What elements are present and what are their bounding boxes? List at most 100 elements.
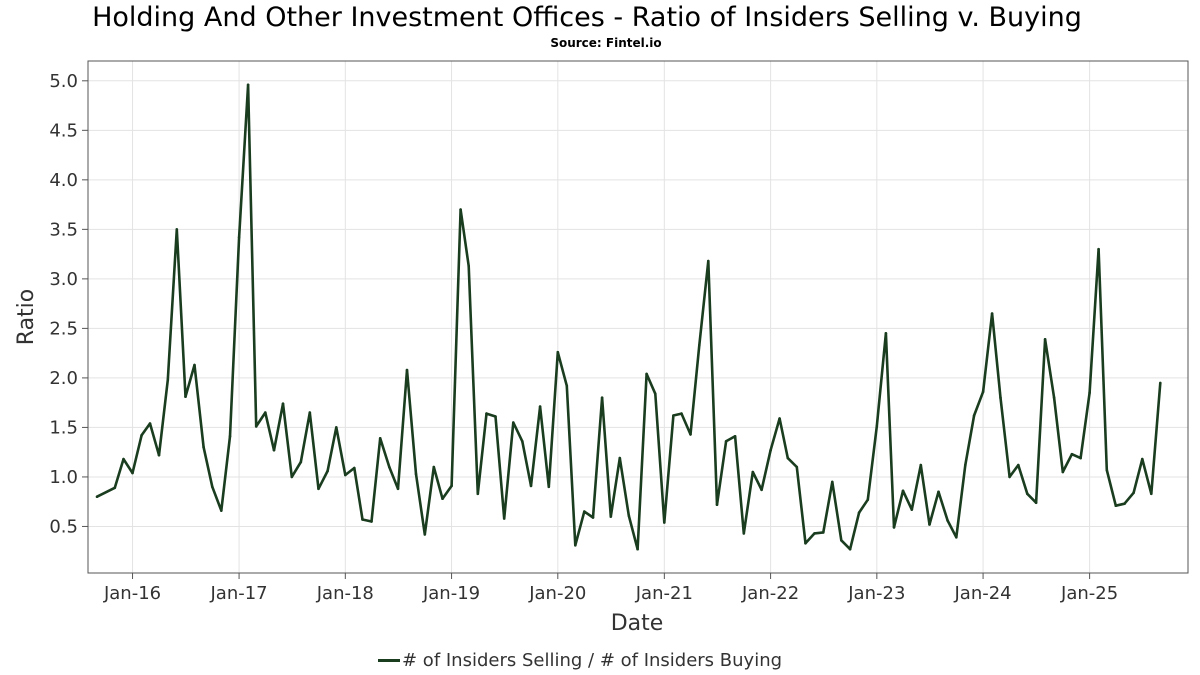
series-lines: [95, 83, 1162, 551]
data-point: [353, 466, 356, 470]
y-tick-label: 1.5: [49, 417, 78, 438]
x-tick-label: Jan-17: [209, 583, 267, 604]
data-point: [388, 465, 391, 469]
data-point: [901, 489, 905, 493]
y-tick-label: 1.0: [49, 467, 78, 488]
data-point: [1017, 463, 1020, 467]
data-point: [264, 411, 267, 414]
data-point: [910, 508, 914, 511]
data-point: [556, 350, 560, 354]
data-point: [228, 435, 232, 438]
data-point: [769, 448, 772, 452]
data-point: [326, 469, 329, 473]
data-point: [1079, 456, 1082, 460]
data-point: [680, 412, 683, 415]
data-point: [1114, 504, 1118, 508]
legend-label: # of Insiders Selling / # of Insiders Bu…: [402, 649, 783, 671]
data-point: [937, 490, 940, 494]
data-point: [95, 495, 99, 499]
data-point: [1061, 470, 1065, 474]
data-point: [972, 414, 976, 417]
data-point: [405, 368, 409, 372]
series-line: [96, 83, 1162, 551]
data-point: [618, 456, 622, 460]
data-point: [672, 414, 675, 417]
data-point: [1097, 247, 1100, 251]
data-point: [999, 396, 1002, 400]
data-point: [423, 533, 427, 536]
data-point: [459, 208, 462, 211]
data-point: [707, 259, 710, 263]
data-point: [476, 492, 480, 496]
x-tick-label: Jan-23: [847, 583, 905, 604]
data-point: [378, 437, 382, 440]
y-tick-label: 2.0: [49, 368, 78, 389]
data-point: [1043, 338, 1047, 341]
y-tick-label: 3.0: [49, 269, 78, 290]
data-point: [335, 426, 338, 429]
x-tick-label: Jan-24: [953, 583, 1011, 604]
data-point: [795, 465, 799, 469]
data-point: [760, 488, 763, 492]
data-point: [193, 363, 196, 367]
data-point: [246, 83, 250, 87]
data-point: [202, 445, 205, 449]
data-point: [724, 440, 728, 443]
data-point: [715, 503, 719, 507]
data-point: [857, 511, 861, 514]
chart-subtitle: Source: Fintel.io: [550, 36, 662, 50]
data-point: [122, 457, 125, 461]
data-point: [654, 392, 657, 396]
data-point: [131, 471, 134, 475]
y-tick-label: 2.5: [49, 318, 78, 339]
data-point: [396, 487, 400, 491]
plot-frame: [87, 60, 1189, 574]
data-point: [254, 425, 258, 428]
data-point: [157, 453, 161, 457]
data-point: [1026, 492, 1029, 496]
data-point: [538, 405, 542, 408]
data-point: [184, 395, 187, 399]
data-point: [981, 390, 985, 394]
data-point: [609, 515, 613, 518]
data-point: [1052, 396, 1056, 400]
y-tick-label: 3.5: [49, 219, 78, 240]
data-point: [1034, 501, 1038, 505]
data-point: [441, 497, 444, 501]
data-point: [1008, 475, 1011, 479]
data-point: [751, 470, 755, 474]
y-axis: 0.5 1.0 1.5 2.0 2.5 3.0 3.5 4.0 4.5 5.0: [49, 71, 88, 537]
data-point: [432, 465, 436, 469]
data-point: [804, 542, 807, 545]
data-point: [813, 532, 816, 535]
data-point: [698, 343, 701, 347]
data-point: [848, 547, 852, 551]
data-point: [1070, 452, 1074, 456]
data-point: [414, 472, 418, 476]
data-point: [663, 521, 666, 524]
data-point: [928, 523, 931, 526]
data-point: [892, 526, 896, 529]
data-point: [591, 516, 595, 519]
data-point: [281, 402, 285, 406]
data-point: [547, 485, 551, 489]
data-point: [502, 517, 506, 520]
data-point: [290, 475, 294, 479]
data-point: [317, 487, 320, 491]
data-point: [955, 536, 958, 539]
data-point: [140, 434, 143, 437]
data-point: [946, 519, 949, 522]
legend-swatch: [378, 658, 400, 662]
data-point: [211, 485, 214, 489]
data-point: [512, 421, 515, 424]
data-point: [1088, 391, 1091, 395]
data-point: [299, 460, 303, 464]
x-axis-title: Date: [611, 611, 664, 636]
data-point: [1105, 468, 1109, 472]
chart-title: Holding And Other Investment Offices - R…: [92, 2, 1082, 33]
data-point: [778, 417, 781, 420]
y-tick-label: 5.0: [49, 71, 78, 92]
data-point: [450, 484, 453, 488]
x-tick-label: Jan-25: [1060, 583, 1118, 604]
